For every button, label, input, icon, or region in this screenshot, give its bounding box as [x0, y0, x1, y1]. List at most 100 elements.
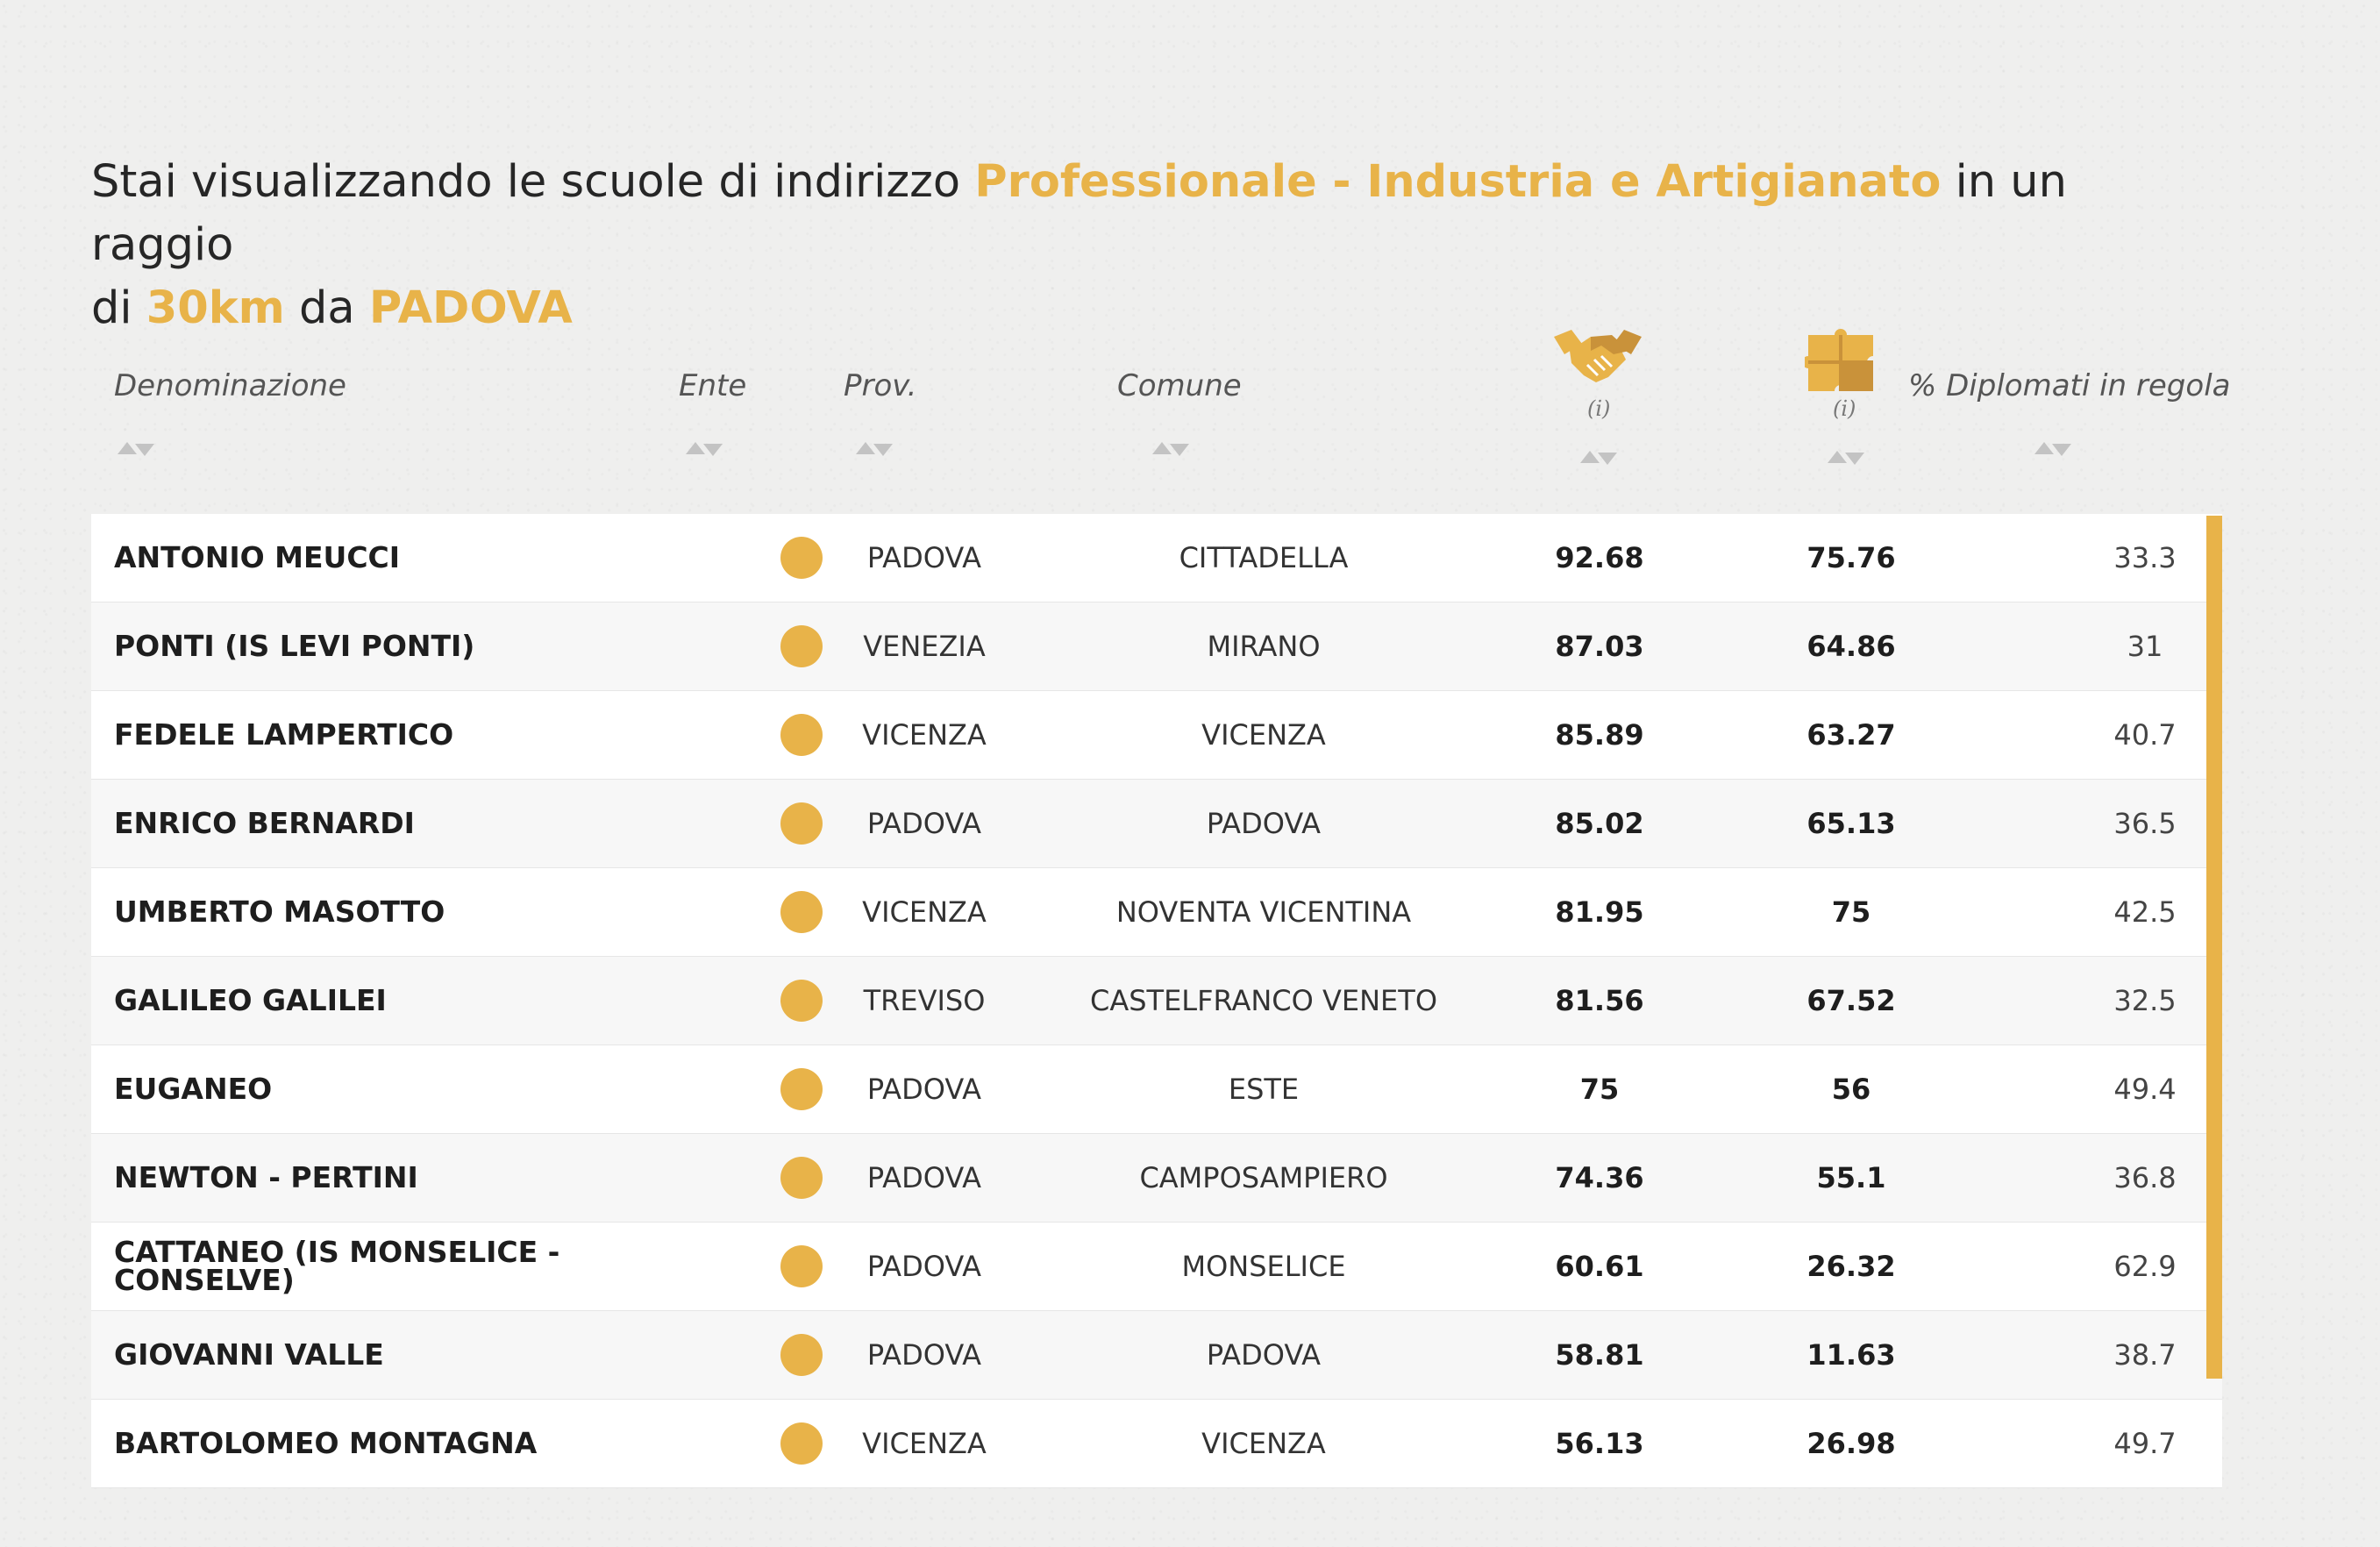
puzzle-icon	[1805, 329, 1873, 391]
heading-raggio: 30km	[146, 282, 285, 334]
schools-table: ANTONIO MEUCCI PADOVA CITTADELLA 92.68 7…	[91, 514, 2222, 1488]
diplomati-cell: 33.3	[2113, 541, 2177, 574]
col-denominazione[interactable]: Denominazione	[114, 316, 377, 474]
score2-cell: 67.52	[1806, 984, 1896, 1017]
comune-cell: CAMPOSAMPIERO	[1139, 1161, 1388, 1194]
sort-score2-icon[interactable]	[1828, 449, 1864, 467]
table-row[interactable]: NEWTON - PERTINI PADOVA CAMPOSAMPIERO 74…	[91, 1134, 2222, 1223]
prov-cell: PADOVA	[866, 1338, 982, 1372]
table-scrollbar[interactable]	[2206, 516, 2222, 1379]
comune-cell: CASTELFRANCO VENETO	[1089, 984, 1437, 1017]
ente-dot-icon	[780, 1422, 823, 1465]
ente-dot-icon	[780, 1068, 823, 1110]
ente-cell	[661, 868, 942, 956]
score2-cell: 75.76	[1806, 541, 1896, 574]
diplomati-cell: 31	[2127, 630, 2163, 663]
diplomati-cell: 32.5	[2113, 984, 2177, 1017]
school-name[interactable]: GALILEO GALILEI	[114, 983, 387, 1017]
score1-cell: 81.56	[1555, 984, 1644, 1017]
score2-cell: 75	[1831, 895, 1871, 929]
ente-dot-icon	[780, 980, 823, 1022]
diplomati-cell: 40.7	[2113, 718, 2177, 752]
score2-cell: 26.98	[1806, 1427, 1896, 1460]
ente-dot-icon	[780, 625, 823, 667]
sort-comune-icon[interactable]	[1152, 440, 1189, 458]
ente-cell	[661, 1311, 942, 1399]
score2-cell: 55.1	[1816, 1161, 1886, 1194]
table-row[interactable]: BARTOLOMEO MONTAGNA VICENZA VICENZA 56.1…	[91, 1400, 2222, 1488]
comune-cell: MIRANO	[1207, 630, 1321, 663]
school-name[interactable]: BARTOLOMEO MONTAGNA	[114, 1426, 538, 1460]
table-row[interactable]: CATTANEO (IS MONSELICE - CONSELVE) PADOV…	[91, 1223, 2222, 1311]
heading-citta: PADOVA	[368, 282, 573, 334]
score1-info[interactable]: (i)	[1587, 396, 1611, 421]
col-prov-label: Prov.	[844, 368, 917, 403]
ente-cell	[661, 957, 942, 1044]
table-header: Denominazione Ente Prov. Comune (i) (i)	[91, 316, 2230, 474]
score1-cell: 74.36	[1555, 1161, 1644, 1194]
col-prov[interactable]: Prov.	[844, 316, 1019, 474]
comune-cell: VICENZA	[1201, 718, 1326, 752]
school-name[interactable]: PONTI (IS LEVI PONTI)	[114, 629, 475, 663]
score1-cell: 85.02	[1555, 807, 1644, 840]
school-name[interactable]: ENRICO BERNARDI	[114, 806, 415, 840]
ente-dot-icon	[780, 1245, 823, 1287]
prov-cell: VENEZIA	[863, 630, 986, 663]
ente-dot-icon	[780, 1157, 823, 1199]
prov-cell: PADOVA	[866, 541, 982, 574]
diplomati-cell: 49.7	[2113, 1427, 2177, 1460]
prov-cell: VICENZA	[862, 1427, 987, 1460]
sort-denominazione-icon[interactable]	[118, 440, 154, 458]
table-row[interactable]: ENRICO BERNARDI PADOVA PADOVA 85.02 65.1…	[91, 780, 2222, 868]
school-name[interactable]: CATTANEO (IS MONSELICE - CONSELVE)	[114, 1235, 560, 1297]
ente-dot-icon	[780, 802, 823, 845]
table-row[interactable]: GALILEO GALILEI TREVISO CASTELFRANCO VEN…	[91, 957, 2222, 1045]
table-row[interactable]: UMBERTO MASOTTO VICENZA NOVENTA VICENTIN…	[91, 868, 2222, 957]
school-name[interactable]: ANTONIO MEUCCI	[114, 540, 401, 574]
ente-cell	[661, 1045, 942, 1133]
prov-cell: VICENZA	[862, 895, 987, 929]
school-name[interactable]: UMBERTO MASOTTO	[114, 895, 445, 929]
sort-ente-icon[interactable]	[686, 440, 723, 458]
col-ente-label: Ente	[679, 368, 747, 403]
ente-cell	[661, 691, 942, 779]
ente-dot-icon	[780, 1334, 823, 1376]
table-row[interactable]: GIOVANNI VALLE PADOVA PADOVA 58.81 11.63…	[91, 1311, 2222, 1400]
score2-cell: 56	[1831, 1073, 1871, 1106]
score1-cell: 75	[1579, 1073, 1620, 1106]
col-comune[interactable]: Comune	[1117, 316, 1380, 474]
col-ente[interactable]: Ente	[679, 316, 854, 474]
prov-cell: PADOVA	[866, 1250, 982, 1283]
table-row[interactable]: ANTONIO MEUCCI PADOVA CITTADELLA 92.68 7…	[91, 514, 2222, 602]
school-name[interactable]: GIOVANNI VALLE	[114, 1337, 384, 1372]
table-row[interactable]: PONTI (IS LEVI PONTI) VENEZIA MIRANO 87.…	[91, 602, 2222, 691]
score1-cell: 87.03	[1555, 630, 1644, 663]
prov-cell: VICENZA	[862, 718, 987, 752]
table-row[interactable]: EUGANEO PADOVA ESTE 75 56 49.4	[91, 1045, 2222, 1134]
table-row[interactable]: FEDELE LAMPERTICO VICENZA VICENZA 85.89 …	[91, 691, 2222, 780]
col-diplomati[interactable]: % Diplomati in regola	[1908, 316, 2230, 474]
sort-prov-icon[interactable]	[856, 440, 893, 458]
ente-cell	[661, 1134, 942, 1222]
sort-diplomati-icon[interactable]	[2034, 440, 2071, 458]
prov-cell: TREVISO	[863, 984, 986, 1017]
score2-cell: 26.32	[1806, 1250, 1896, 1283]
comune-cell: CITTADELLA	[1179, 541, 1349, 574]
heading-middle: in un raggio	[91, 156, 2067, 271]
col-score1[interactable]: (i)	[1459, 316, 1740, 474]
school-name[interactable]: EUGANEO	[114, 1072, 273, 1106]
score2-cell: 11.63	[1806, 1338, 1896, 1372]
school-name[interactable]: FEDELE LAMPERTICO	[114, 717, 454, 752]
col-denominazione-label: Denominazione	[114, 368, 346, 403]
ente-cell	[661, 1400, 942, 1487]
school-name[interactable]: NEWTON - PERTINI	[114, 1160, 418, 1194]
score2-info[interactable]: (i)	[1833, 396, 1856, 421]
page-heading: Stai visualizzando le scuole di indirizz…	[91, 151, 2196, 340]
diplomati-cell: 36.5	[2113, 807, 2177, 840]
col-score2[interactable]: (i)	[1714, 316, 1994, 474]
diplomati-cell: 42.5	[2113, 895, 2177, 929]
col-comune-label: Comune	[1117, 368, 1242, 403]
sort-score1-icon[interactable]	[1580, 449, 1617, 467]
comune-cell: ESTE	[1228, 1073, 1300, 1106]
score1-cell: 85.89	[1555, 718, 1644, 752]
